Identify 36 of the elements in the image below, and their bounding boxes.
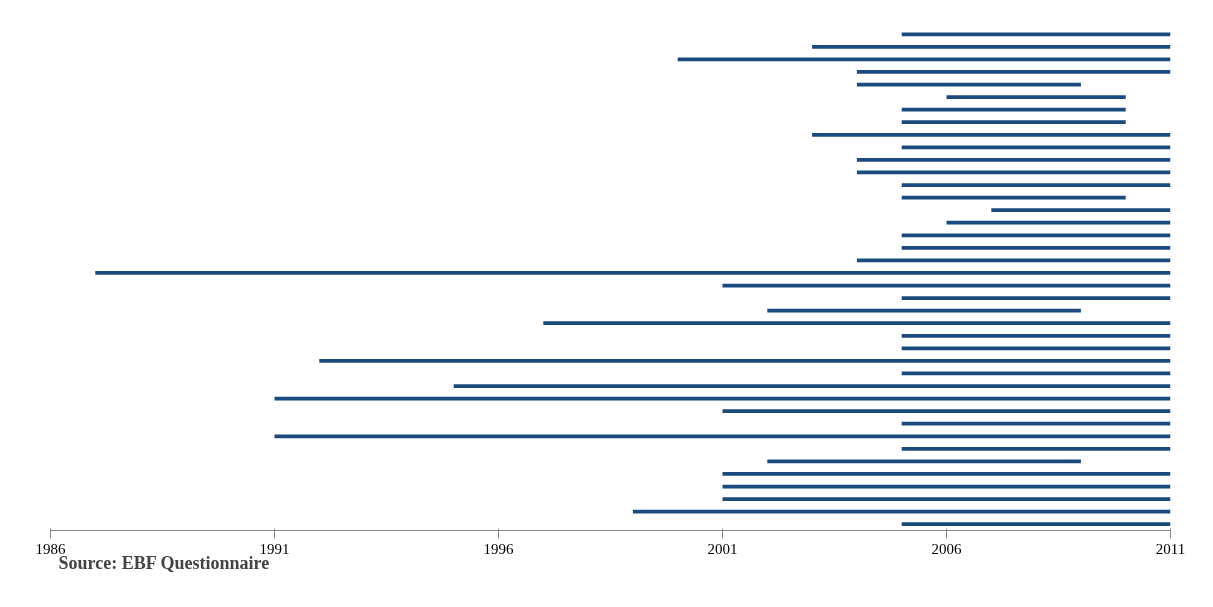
- bar: [901, 446, 1171, 451]
- x-tick-label: 1996: [483, 540, 514, 557]
- bar: [901, 32, 1171, 37]
- bar: [767, 308, 1081, 313]
- bar: [901, 145, 1171, 150]
- bar: [901, 233, 1171, 238]
- bar: [274, 434, 1171, 439]
- bar: [901, 296, 1171, 300]
- bar: [812, 44, 1171, 49]
- bar: [946, 220, 1171, 225]
- bar: [991, 208, 1171, 213]
- bar: [812, 132, 1171, 137]
- bar: [901, 333, 1171, 338]
- bar: [946, 95, 1126, 99]
- x-tick-label: 1991: [259, 540, 290, 557]
- bar: [901, 107, 1126, 112]
- bar: [722, 497, 1171, 501]
- bar: [543, 321, 1171, 326]
- bar: [632, 509, 1171, 514]
- x-tick-label: 2006: [931, 540, 962, 557]
- bar: [722, 409, 1171, 414]
- bar: [901, 120, 1126, 125]
- bar: [901, 421, 1171, 426]
- bar: [95, 271, 1171, 275]
- x-tick-label: 2011: [1155, 540, 1186, 557]
- bar: [319, 359, 1171, 363]
- x-tick-label: 1986: [35, 540, 66, 557]
- bar: [453, 384, 1171, 388]
- bar: [901, 245, 1171, 250]
- bar: [856, 70, 1171, 74]
- bar: [901, 522, 1171, 527]
- x-tick-label: 2001: [707, 540, 738, 557]
- bar: [856, 158, 1171, 162]
- bar: [722, 472, 1171, 476]
- bar: [901, 346, 1171, 351]
- bar: [901, 183, 1171, 187]
